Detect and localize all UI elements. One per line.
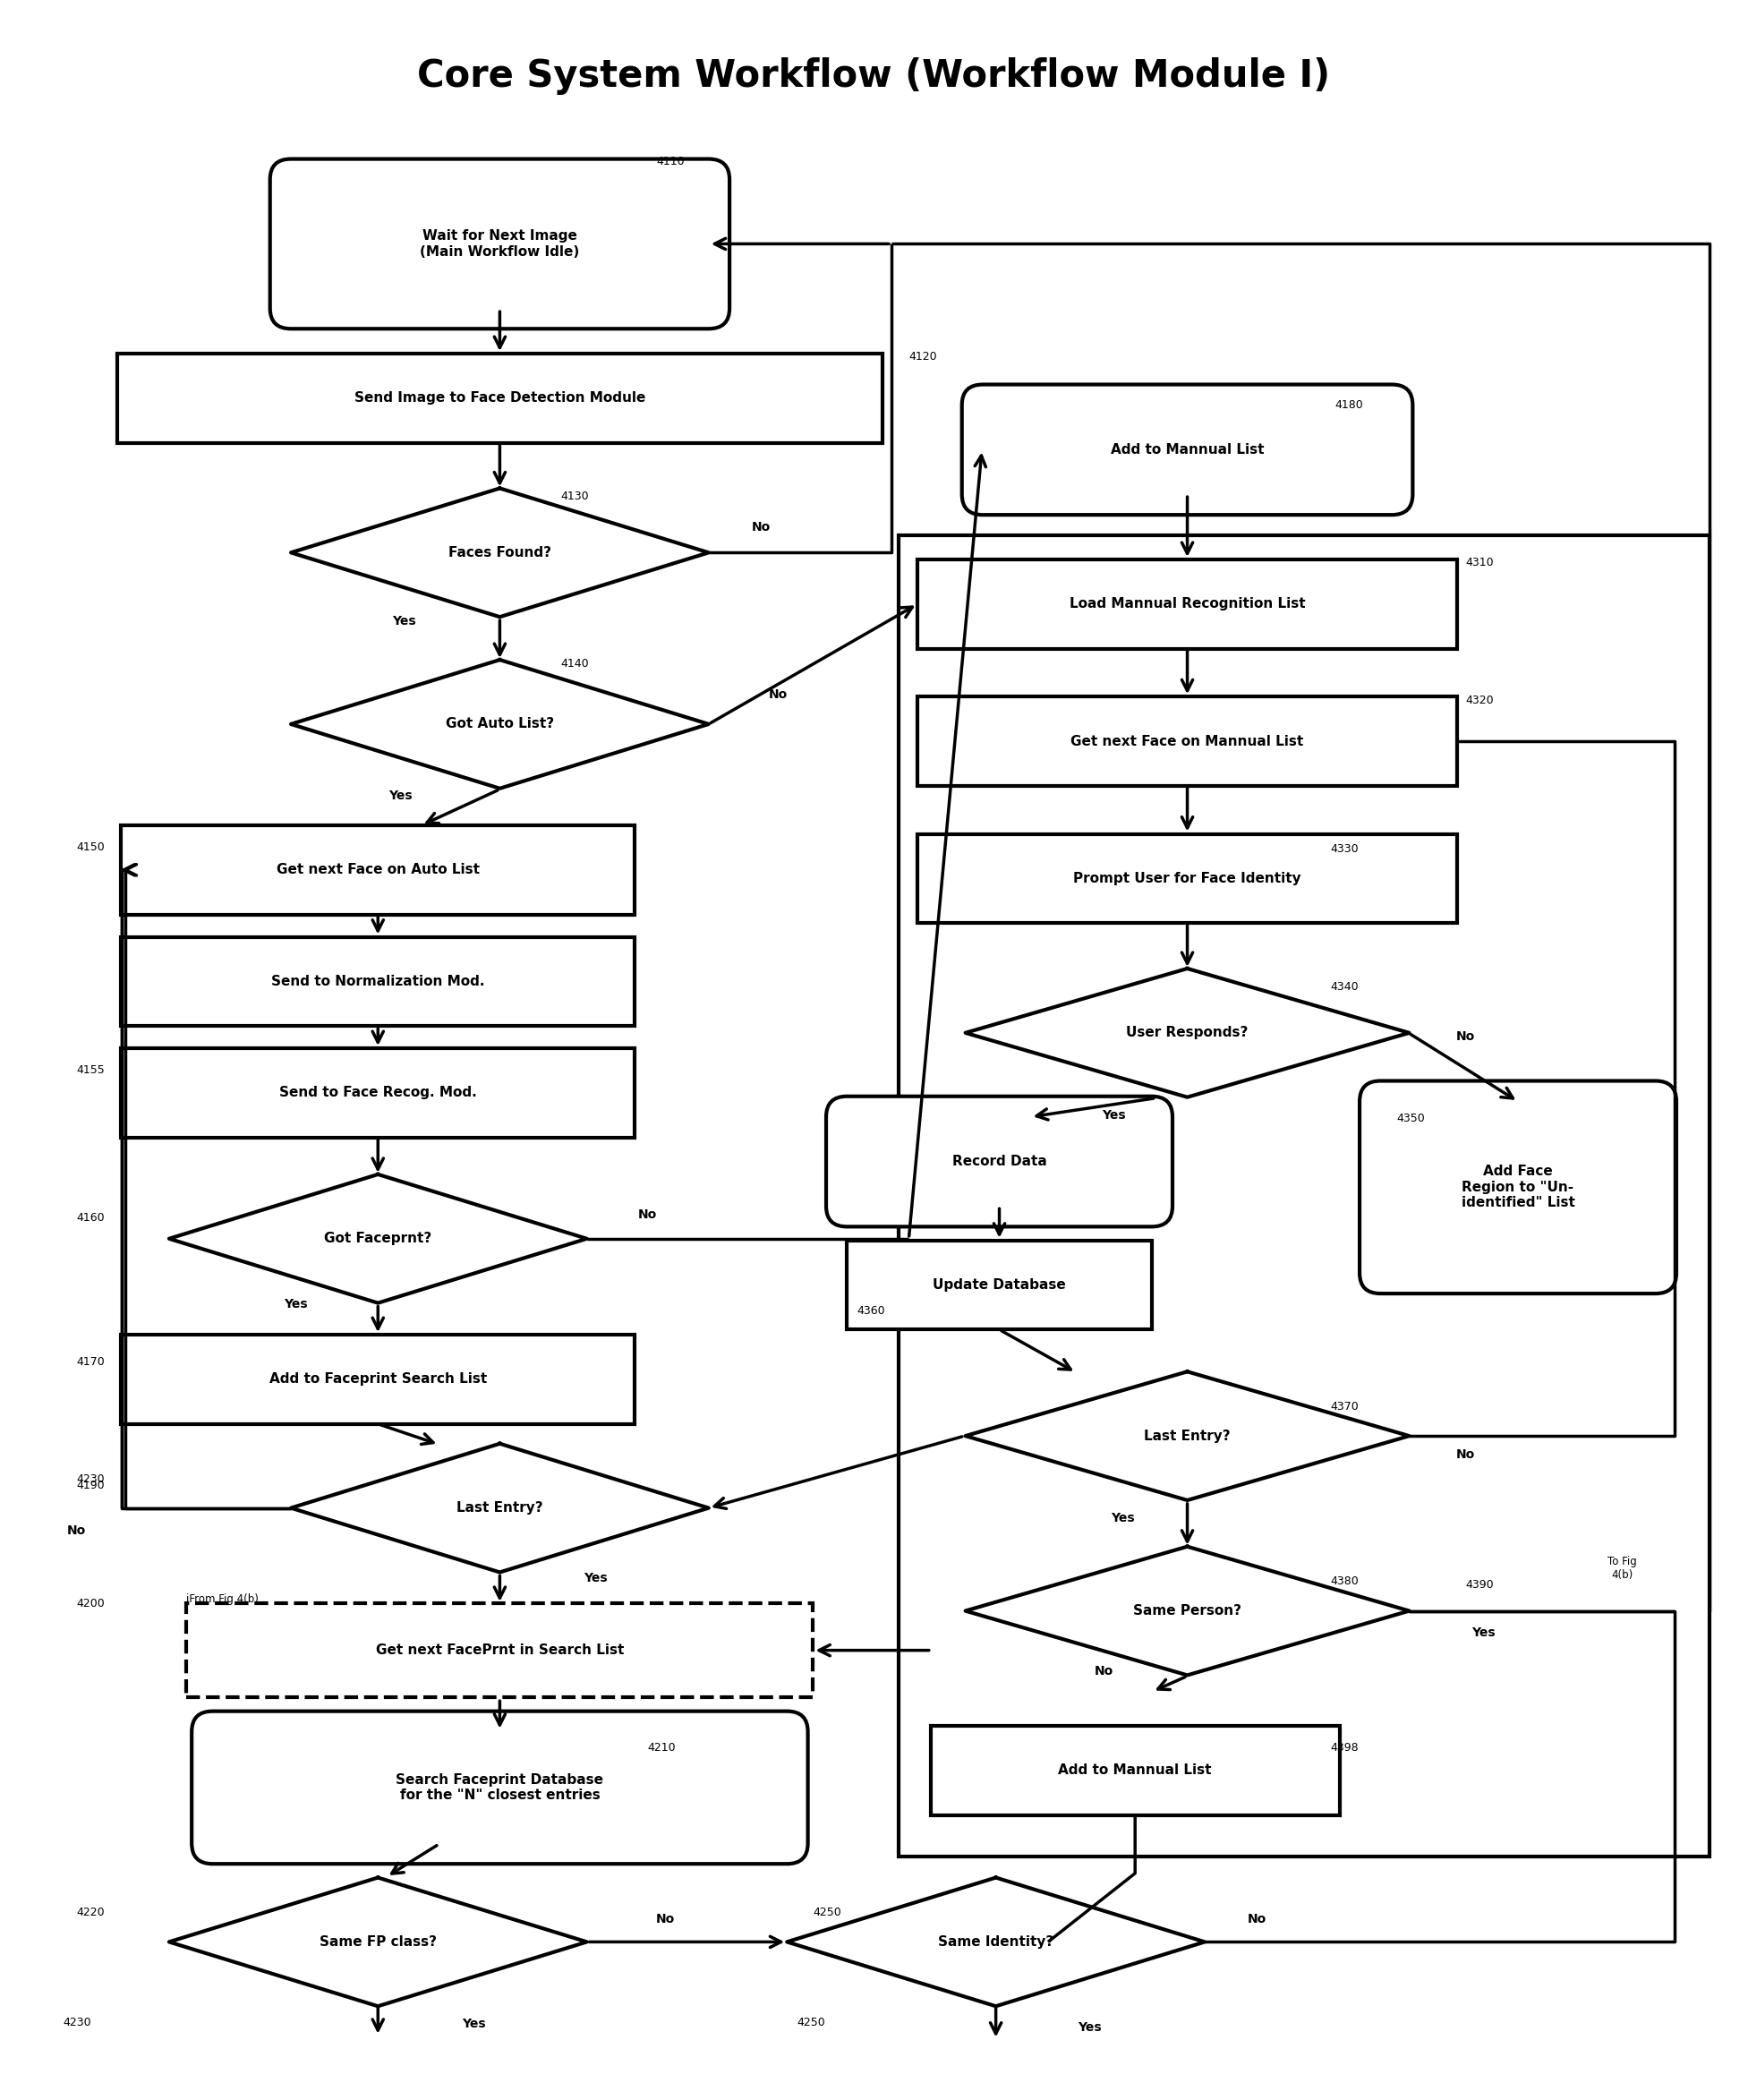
Text: 4170: 4170: [77, 1357, 105, 1367]
FancyBboxPatch shape: [848, 1241, 1152, 1329]
FancyBboxPatch shape: [827, 1096, 1173, 1226]
Text: Yes: Yes: [584, 1573, 607, 1586]
Text: 4340: 4340: [1330, 981, 1358, 993]
Text: 4110: 4110: [657, 155, 685, 168]
FancyBboxPatch shape: [121, 1336, 635, 1424]
Text: Send Image to Face Detection Module: Send Image to Face Detection Module: [355, 391, 645, 405]
Text: Add to Faceprint Search List: Add to Faceprint Search List: [269, 1373, 486, 1386]
Text: 4330: 4330: [1330, 844, 1358, 855]
Text: Yes: Yes: [1472, 1628, 1495, 1640]
Text: Update Database: Update Database: [933, 1279, 1066, 1292]
FancyBboxPatch shape: [121, 825, 635, 914]
Text: Add Face
Region to "Un-
identified" List: Add Face Region to "Un- identified" List: [1461, 1166, 1575, 1210]
Text: Last Entry?: Last Entry?: [456, 1501, 544, 1514]
Text: 4250: 4250: [813, 1907, 841, 1919]
Text: 4230: 4230: [77, 1472, 105, 1485]
Text: 4190: 4190: [77, 1480, 105, 1491]
Text: Last Entry?: Last Entry?: [1143, 1430, 1231, 1443]
Text: 4350: 4350: [1397, 1113, 1425, 1124]
Text: 4210: 4210: [649, 1743, 676, 1753]
Text: 4140: 4140: [561, 657, 589, 670]
Text: No: No: [68, 1525, 86, 1537]
Text: Yes: Yes: [461, 2018, 486, 2031]
Text: Core System Workflow (Workflow Module I): Core System Workflow (Workflow Module I): [418, 57, 1330, 94]
FancyBboxPatch shape: [918, 834, 1458, 924]
Polygon shape: [170, 1174, 587, 1302]
FancyBboxPatch shape: [117, 353, 883, 443]
Text: 4320: 4320: [1467, 695, 1495, 706]
FancyBboxPatch shape: [918, 559, 1458, 649]
Polygon shape: [170, 1877, 587, 2005]
Text: To Fig
4(b): To Fig 4(b): [1608, 1556, 1638, 1581]
FancyBboxPatch shape: [121, 1048, 635, 1138]
Text: 4310: 4310: [1467, 556, 1495, 569]
Text: 4130: 4130: [561, 489, 589, 502]
Text: 4230: 4230: [63, 2016, 91, 2029]
FancyBboxPatch shape: [192, 1711, 808, 1865]
Text: 4370: 4370: [1330, 1401, 1358, 1413]
Text: Get next Face on Mannual List: Get next Face on Mannual List: [1072, 735, 1304, 748]
Text: Got Faceprnt?: Got Faceprnt?: [323, 1233, 432, 1245]
FancyBboxPatch shape: [187, 1602, 813, 1697]
Text: No: No: [1456, 1449, 1475, 1462]
Text: Send to Face Recog. Mod.: Send to Face Recog. Mod.: [280, 1086, 477, 1100]
Text: No: No: [1456, 1029, 1475, 1042]
Text: Load Mannual Recognition List: Load Mannual Recognition List: [1070, 596, 1306, 611]
Text: No: No: [752, 521, 771, 533]
FancyBboxPatch shape: [269, 160, 729, 330]
Text: Yes: Yes: [285, 1298, 308, 1310]
Polygon shape: [965, 968, 1409, 1096]
Text: No: No: [638, 1207, 657, 1220]
Text: Prompt User for Face Identity: Prompt User for Face Identity: [1073, 871, 1301, 886]
Text: Search Faceprint Database
for the "N" closest entries: Search Faceprint Database for the "N" cl…: [397, 1772, 603, 1802]
Text: 4150: 4150: [77, 842, 105, 853]
Text: No: No: [1248, 1913, 1267, 1926]
Polygon shape: [290, 659, 708, 788]
Text: Same FP class?: Same FP class?: [320, 1936, 437, 1949]
Text: Get next FacePrnt in Search List: Get next FacePrnt in Search List: [376, 1644, 624, 1657]
Text: 4200: 4200: [77, 1598, 105, 1611]
Text: 4180: 4180: [1335, 399, 1363, 412]
Text: 4220: 4220: [77, 1907, 105, 1919]
Polygon shape: [290, 489, 708, 617]
Text: 4380: 4380: [1330, 1575, 1358, 1588]
FancyBboxPatch shape: [1360, 1082, 1676, 1294]
Text: Yes: Yes: [1079, 2022, 1101, 2035]
Text: Record Data: Record Data: [953, 1155, 1047, 1168]
Text: 4155: 4155: [77, 1065, 105, 1077]
FancyBboxPatch shape: [121, 937, 635, 1027]
FancyBboxPatch shape: [918, 697, 1458, 785]
Text: No: No: [656, 1913, 675, 1926]
FancyBboxPatch shape: [930, 1726, 1339, 1814]
FancyBboxPatch shape: [961, 384, 1412, 514]
Text: Yes: Yes: [1103, 1109, 1126, 1121]
Polygon shape: [965, 1546, 1409, 1676]
Text: Yes: Yes: [392, 615, 416, 628]
Text: Faces Found?: Faces Found?: [447, 546, 551, 559]
Text: No: No: [769, 689, 788, 701]
Text: Yes: Yes: [1112, 1512, 1134, 1525]
Text: 4120: 4120: [909, 351, 937, 363]
Text: Same Identity?: Same Identity?: [939, 1936, 1054, 1949]
Text: User Responds?: User Responds?: [1126, 1027, 1248, 1040]
Polygon shape: [965, 1371, 1409, 1499]
Text: Wait for Next Image
(Main Workflow Idle): Wait for Next Image (Main Workflow Idle): [420, 229, 580, 258]
Text: Add to Mannual List: Add to Mannual List: [1058, 1764, 1211, 1777]
Text: Send to Normalization Mod.: Send to Normalization Mod.: [271, 974, 484, 989]
Text: 4390: 4390: [1467, 1579, 1495, 1592]
Text: 4250: 4250: [797, 2016, 825, 2029]
Text: Add to Mannual List: Add to Mannual List: [1110, 443, 1264, 456]
Text: iFrom Fig 4(b): iFrom Fig 4(b): [187, 1594, 259, 1604]
Text: 4360: 4360: [857, 1304, 884, 1317]
Text: 4398: 4398: [1330, 1743, 1358, 1753]
Text: 4160: 4160: [77, 1212, 105, 1224]
Polygon shape: [290, 1443, 708, 1573]
Text: Same Person?: Same Person?: [1133, 1604, 1241, 1617]
Text: Got Auto List?: Got Auto List?: [446, 718, 554, 731]
Polygon shape: [787, 1877, 1204, 2005]
Text: No: No: [1094, 1665, 1113, 1678]
Text: Yes: Yes: [388, 790, 413, 802]
Text: Get next Face on Auto List: Get next Face on Auto List: [276, 863, 479, 876]
